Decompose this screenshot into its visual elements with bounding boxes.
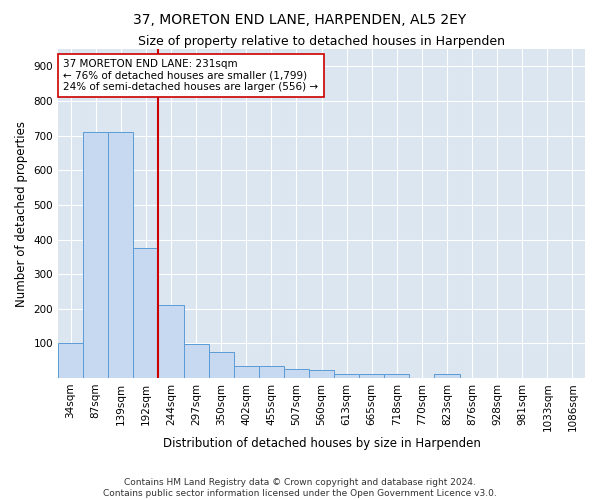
Y-axis label: Number of detached properties: Number of detached properties [15, 120, 28, 306]
Bar [108, 132, 133, 378]
Text: 37, MORETON END LANE, HARPENDEN, AL5 2EY: 37, MORETON END LANE, HARPENDEN, AL5 2EY [133, 12, 467, 26]
Bar [384, 374, 409, 378]
Bar [259, 366, 284, 378]
Bar [158, 306, 184, 378]
Bar [334, 374, 359, 378]
Bar [184, 344, 209, 378]
X-axis label: Distribution of detached houses by size in Harpenden: Distribution of detached houses by size … [163, 437, 481, 450]
Bar [359, 374, 384, 378]
Bar [58, 344, 83, 378]
Text: Contains HM Land Registry data © Crown copyright and database right 2024.
Contai: Contains HM Land Registry data © Crown c… [103, 478, 497, 498]
Bar [434, 374, 460, 378]
Bar [284, 370, 309, 378]
Text: 37 MORETON END LANE: 231sqm
← 76% of detached houses are smaller (1,799)
24% of : 37 MORETON END LANE: 231sqm ← 76% of det… [64, 59, 319, 92]
Bar [233, 366, 259, 378]
Title: Size of property relative to detached houses in Harpenden: Size of property relative to detached ho… [138, 35, 505, 48]
Bar [133, 248, 158, 378]
Bar [309, 370, 334, 378]
Bar [209, 352, 233, 378]
Bar [83, 132, 108, 378]
